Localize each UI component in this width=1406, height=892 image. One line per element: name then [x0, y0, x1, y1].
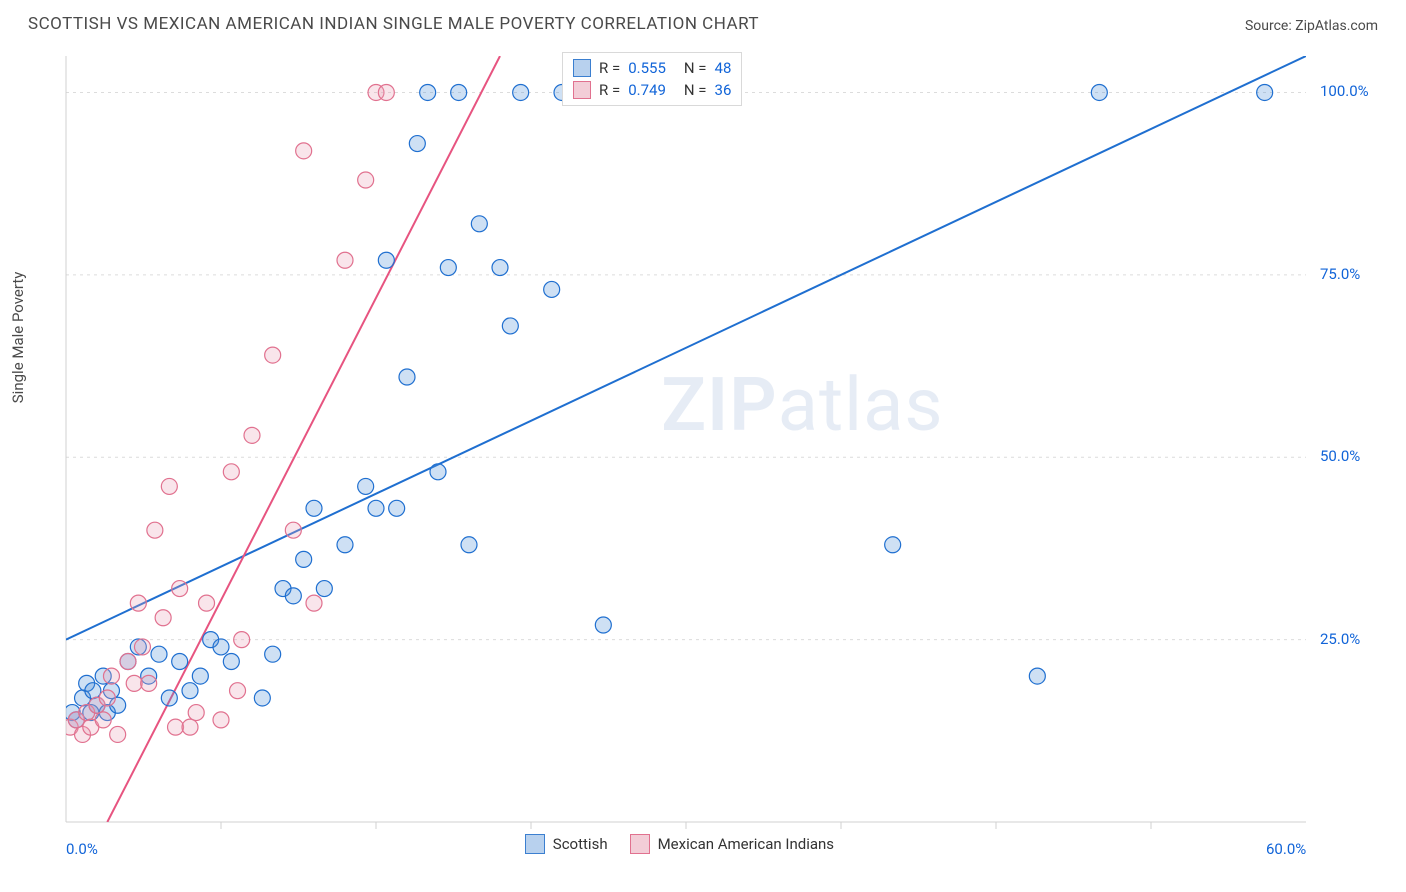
scatter-plot — [28, 48, 1386, 872]
chart-area: Single Male Poverty ZIPatlas R =0.555N =… — [28, 48, 1386, 872]
chart-source: Source: ZipAtlas.com — [1245, 18, 1378, 34]
y-axis-label: Single Male Poverty — [9, 272, 27, 404]
stat-n-label: N = — [684, 79, 707, 101]
x-tick-label: 0.0% — [66, 840, 98, 858]
y-tick-label: 50.0% — [1320, 447, 1360, 465]
legend-swatch — [573, 59, 591, 77]
legend-swatch — [525, 834, 545, 854]
stat-r-label: R = — [599, 57, 620, 79]
legend-swatch — [573, 81, 591, 99]
stat-r-value: 0.749 — [628, 79, 666, 101]
legend-label: Mexican American Indians — [658, 835, 834, 853]
legend-label: Scottish — [553, 835, 608, 853]
stat-row: R = 0.749 N = 36 — [573, 79, 731, 101]
stat-r-label: R = — [599, 79, 620, 101]
legend-item: Scottish — [525, 834, 608, 854]
series-legend: Scottish Mexican American Indians — [525, 834, 834, 854]
chart-header: SCOTTISH VS MEXICAN AMERICAN INDIAN SING… — [0, 0, 1406, 40]
stat-n-value: 36 — [715, 79, 732, 101]
stat-r-value: 0.555 — [628, 57, 666, 79]
legend-item: Mexican American Indians — [630, 834, 834, 854]
stat-legend-box: R = 0.555 N = 48 R = 0.749 N = 36 — [562, 52, 742, 106]
x-tick-label: 60.0% — [1266, 840, 1306, 858]
y-tick-label: 25.0% — [1320, 630, 1360, 648]
chart-title: SCOTTISH VS MEXICAN AMERICAN INDIAN SING… — [28, 14, 759, 34]
stat-n-value: 48 — [715, 57, 732, 79]
stat-row: R = 0.555 N = 48 — [573, 57, 731, 79]
stat-n-label: N = — [684, 57, 707, 79]
legend-swatch — [630, 834, 650, 854]
y-tick-label: 100.0% — [1320, 82, 1369, 100]
y-tick-label: 75.0% — [1320, 265, 1360, 283]
